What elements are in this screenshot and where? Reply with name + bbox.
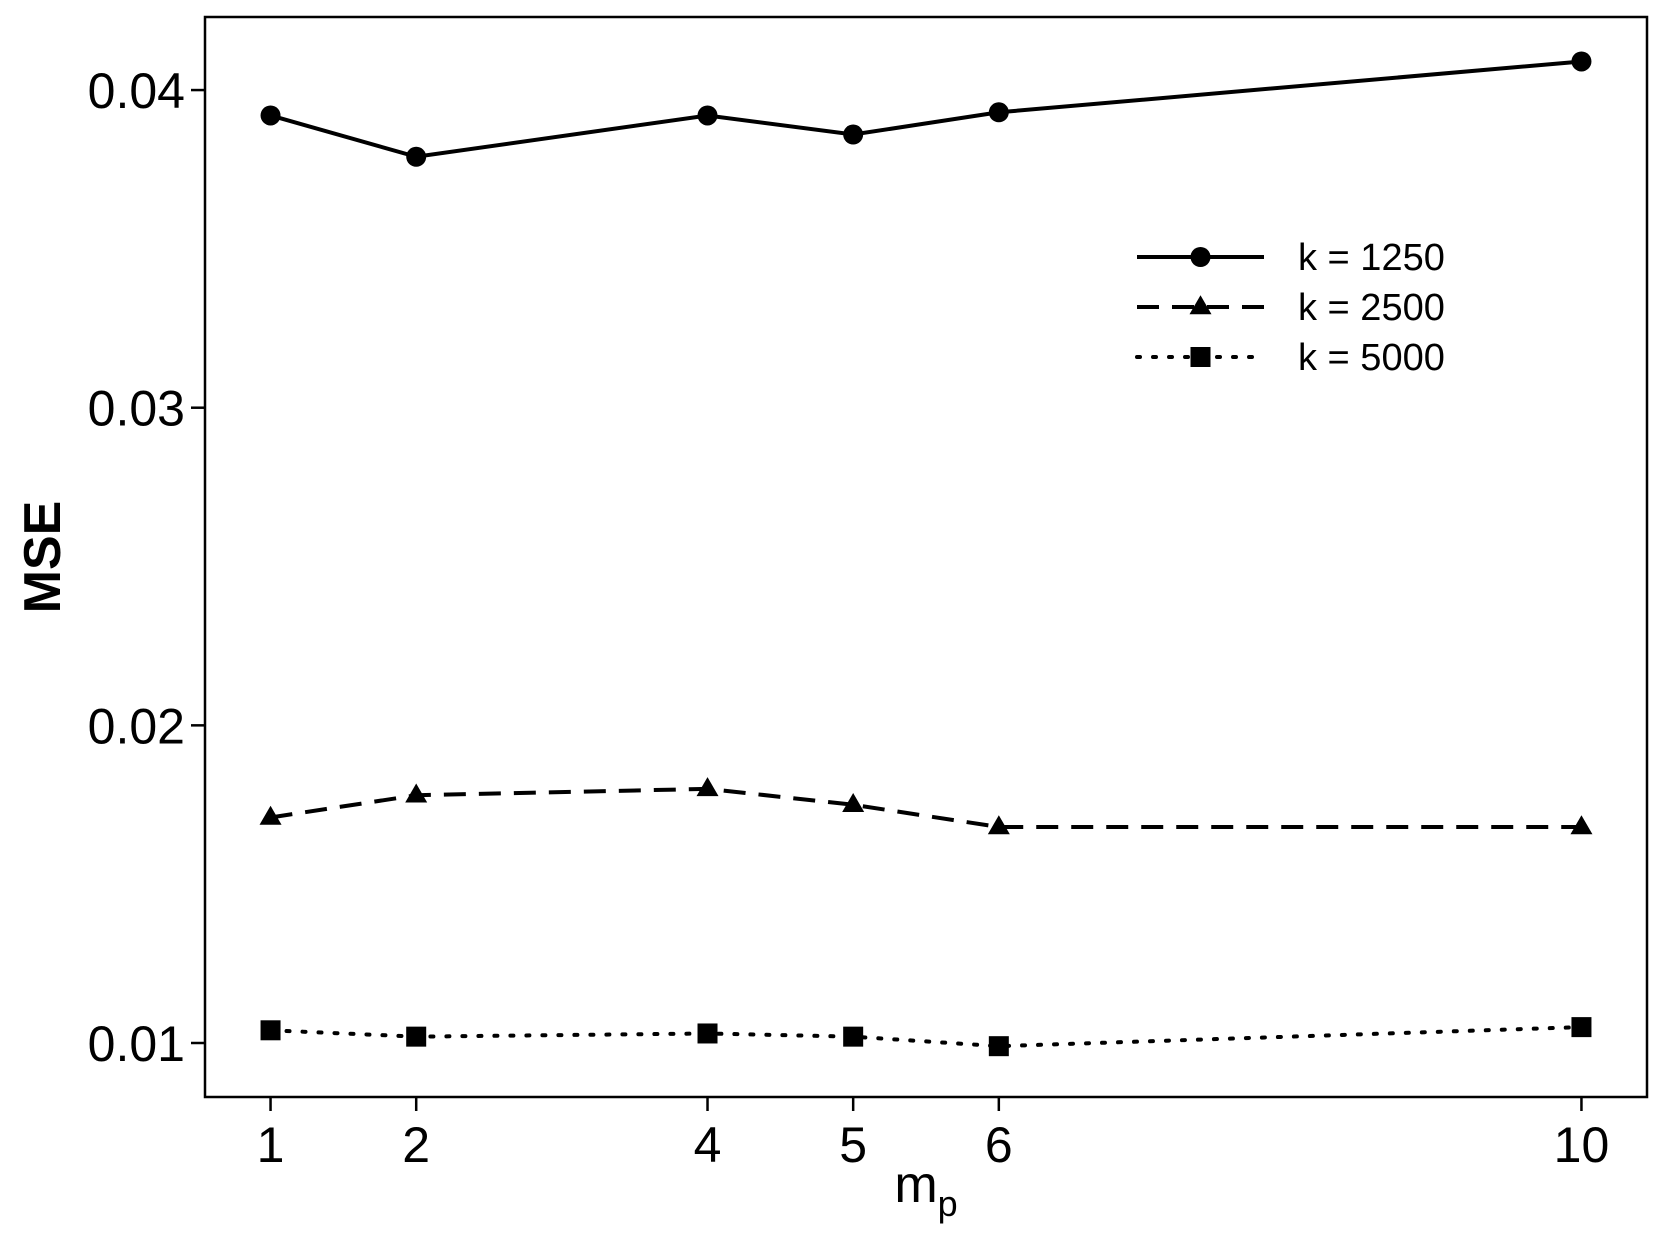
data-point-square xyxy=(406,1026,427,1047)
data-point-circle xyxy=(406,146,427,167)
series-line xyxy=(269,59,1582,159)
x-axis-title-main: m xyxy=(894,1156,937,1214)
x-tick-label: 4 xyxy=(694,1117,722,1173)
data-point-circle xyxy=(843,124,864,145)
data-point-square xyxy=(843,1026,864,1047)
y-axis: 0.01 0.02 0.03 0.04 xyxy=(88,63,205,1072)
data-point-circle xyxy=(697,105,718,126)
y-tick-label: 0.02 xyxy=(88,698,185,754)
data-point-triangle xyxy=(696,777,719,797)
legend-label: k = 2500 xyxy=(1298,287,1445,329)
x-axis-title-subscript: p xyxy=(938,1183,958,1224)
data-point-circle xyxy=(988,102,1009,123)
legend-label: k = 5000 xyxy=(1298,337,1445,379)
y-tick-label: 0.04 xyxy=(88,63,185,119)
data-point-circle xyxy=(1571,51,1592,72)
y-axis-title: MSE xyxy=(14,501,72,614)
x-tick-label: 1 xyxy=(257,1117,285,1173)
series-layer xyxy=(259,51,1593,1057)
x-axis-title: mp xyxy=(894,1156,957,1224)
plot-panel xyxy=(203,15,1649,1099)
legend-marker-circle xyxy=(1190,247,1211,267)
data-point-circle xyxy=(260,105,281,126)
series-line xyxy=(270,786,1582,829)
legend-item: k = 2500 xyxy=(1137,287,1445,329)
data-point-square xyxy=(1571,1017,1592,1038)
legend-item: k = 1250 xyxy=(1137,237,1445,279)
legend: k = 1250 k = 2500 k = 5000 xyxy=(1135,237,1445,379)
x-tick-label: 6 xyxy=(985,1117,1013,1173)
data-point-square xyxy=(988,1036,1009,1057)
data-point-square xyxy=(697,1023,718,1044)
data-point-triangle xyxy=(987,815,1010,835)
legend-item: k = 5000 xyxy=(1135,337,1445,379)
data-point-triangle xyxy=(259,805,282,825)
data-point-triangle xyxy=(1570,815,1593,835)
data-point-triangle xyxy=(405,783,428,803)
x-tick-label: 2 xyxy=(402,1117,430,1173)
legend-marker-square xyxy=(1190,347,1211,367)
series-1 xyxy=(260,51,1592,167)
series-3 xyxy=(260,1017,1592,1057)
x-axis: 1 2 4 5 6 10 xyxy=(257,1097,1610,1173)
x-tick-label: 5 xyxy=(839,1117,867,1173)
y-tick-label: 0.01 xyxy=(88,1016,185,1072)
series-2 xyxy=(259,777,1593,835)
legend-marker-triangle xyxy=(1189,295,1212,315)
legend-label: k = 1250 xyxy=(1298,237,1445,279)
y-tick-label: 0.03 xyxy=(88,381,185,437)
x-tick-label: 10 xyxy=(1554,1117,1610,1173)
data-point-square xyxy=(260,1020,281,1041)
data-point-triangle xyxy=(842,792,865,812)
